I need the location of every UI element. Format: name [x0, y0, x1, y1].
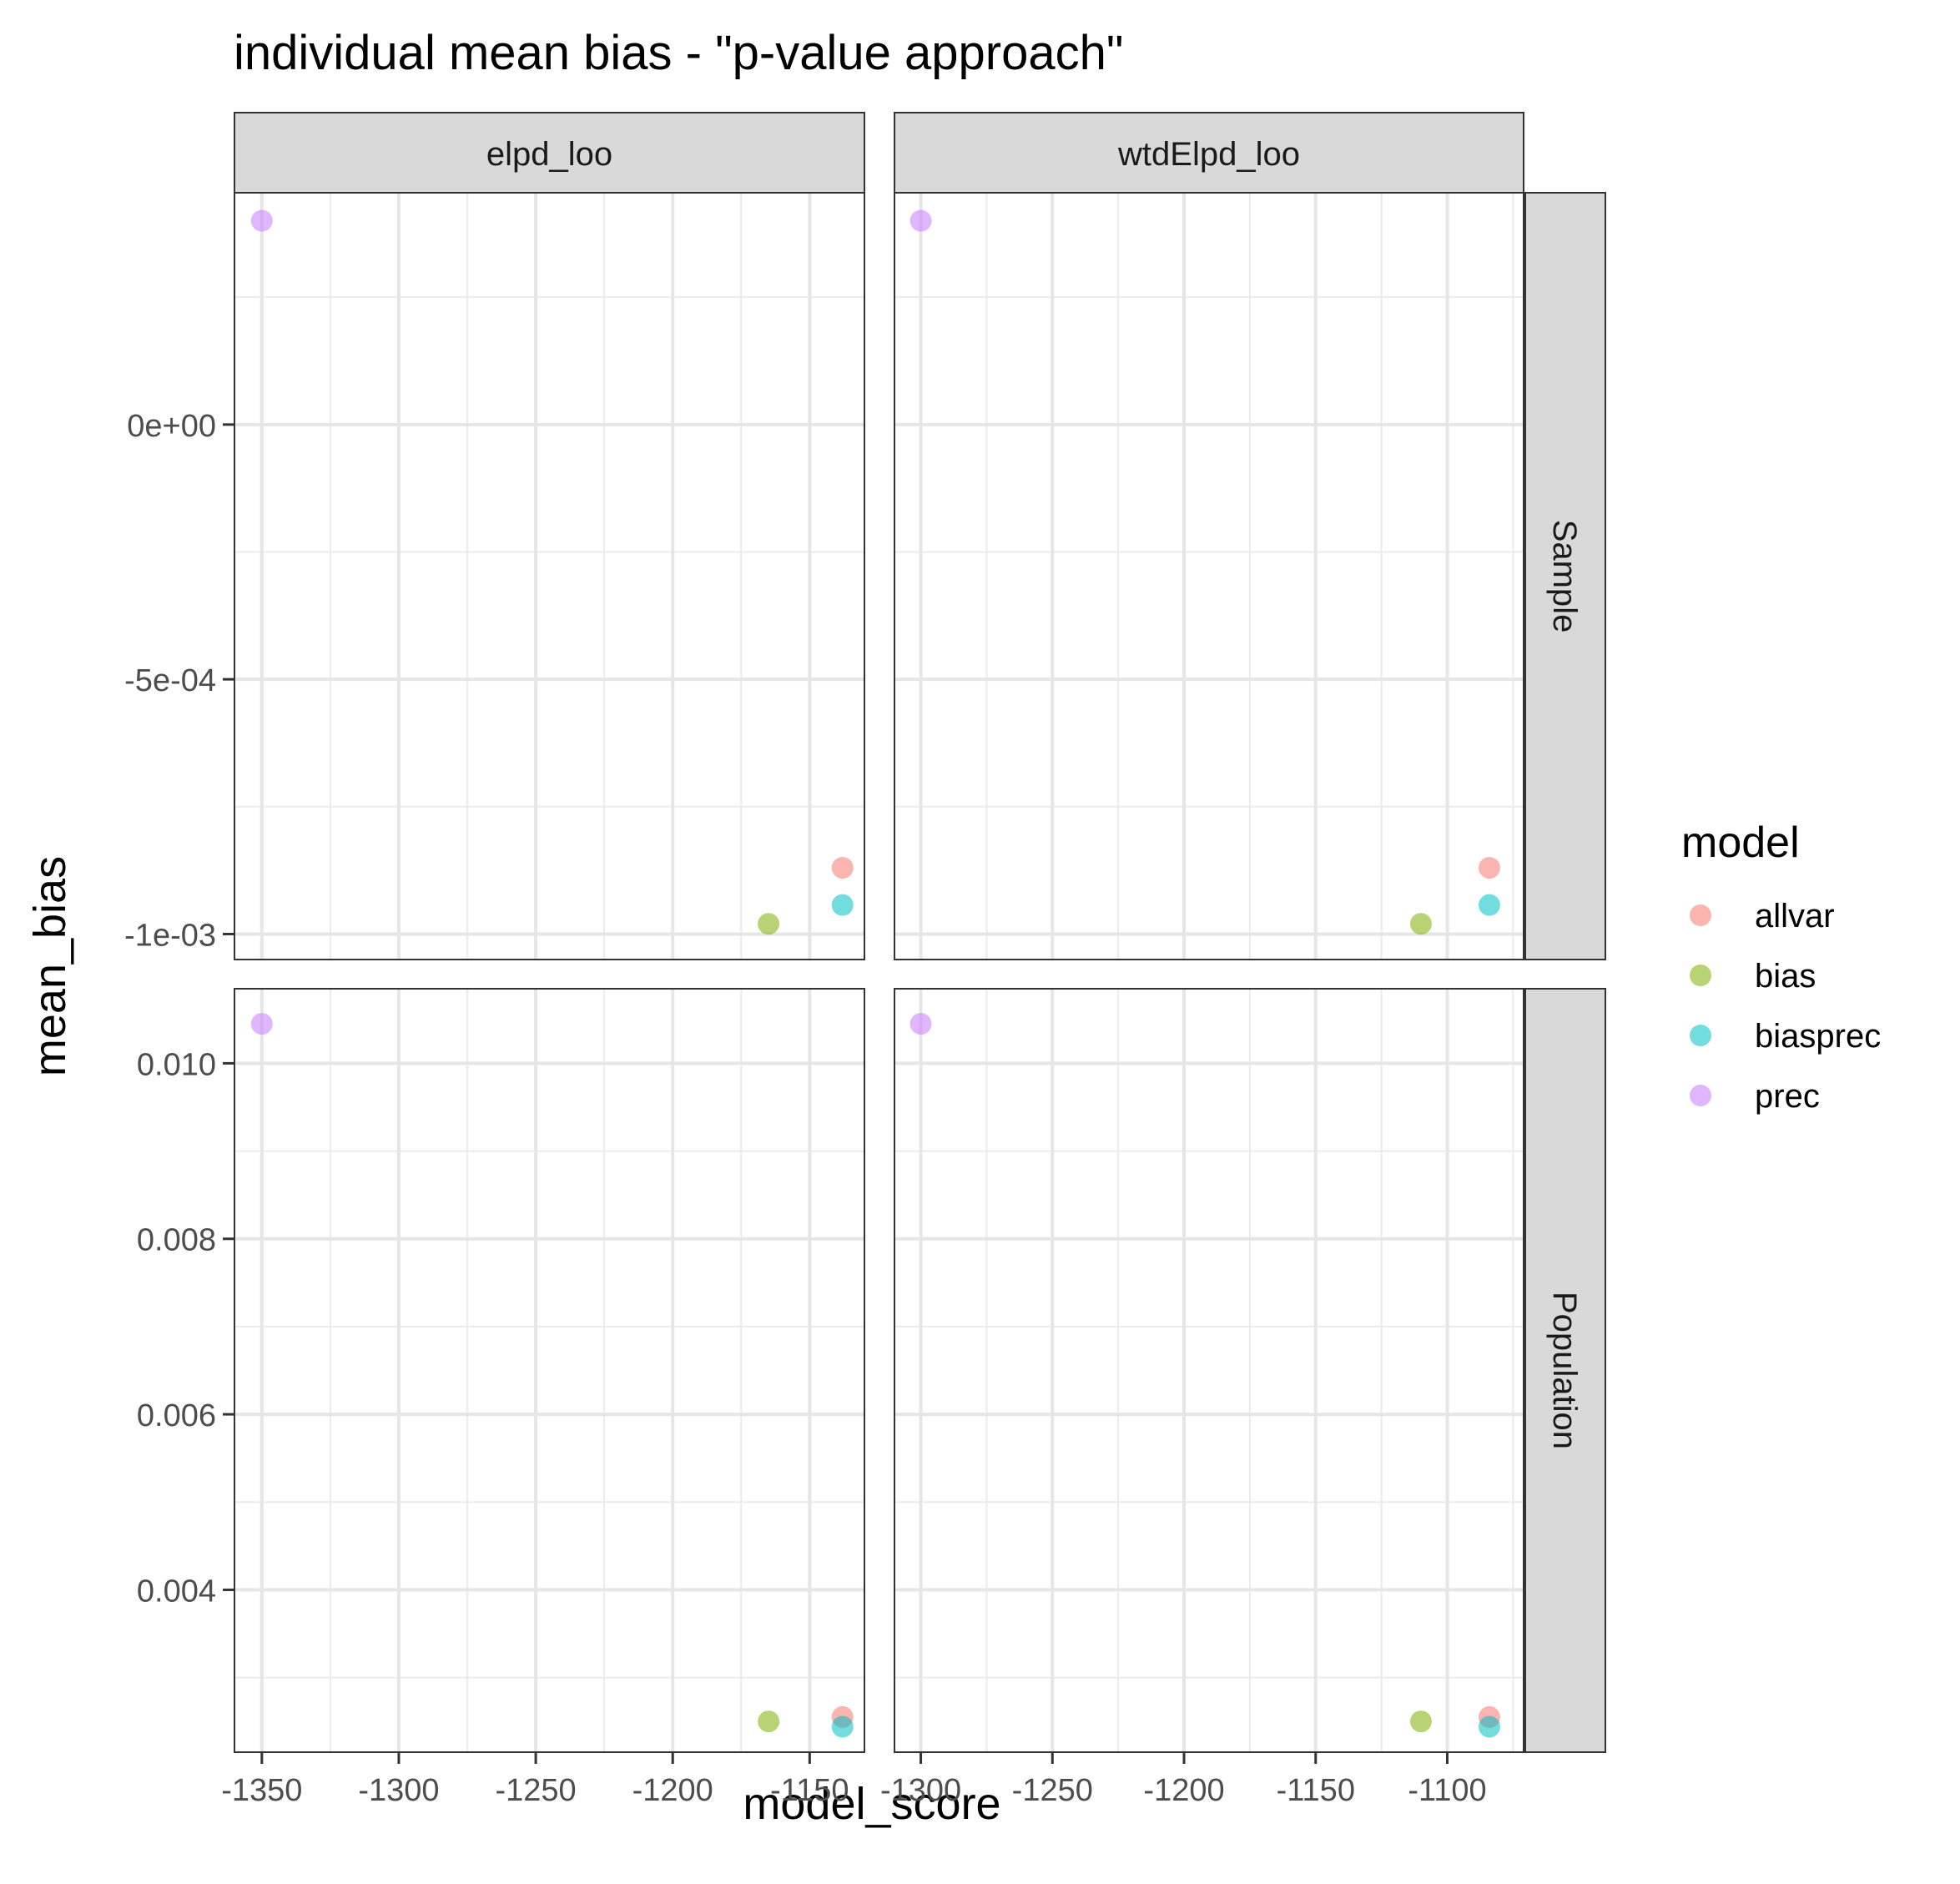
x-tick-label: -1300 [880, 1773, 961, 1808]
data-point-prec [250, 209, 273, 232]
x-tick-label: -1300 [358, 1773, 439, 1808]
x-tick-label: -1200 [632, 1773, 713, 1808]
data-point-biasprec [831, 894, 854, 916]
facet-strip-label: Sample [1546, 520, 1583, 633]
data-point-bias [758, 913, 780, 935]
y-tick-label: 0.010 [137, 1047, 216, 1082]
data-point-bias [1409, 913, 1432, 935]
data-point-prec [909, 209, 932, 232]
x-tick-label: -1250 [495, 1773, 576, 1808]
data-point-biasprec [1478, 894, 1500, 916]
x-tick-label: -1200 [1143, 1773, 1224, 1808]
panel-background [234, 989, 864, 1752]
panel-background [894, 989, 1524, 1752]
legend-title: model [1681, 819, 1800, 867]
x-tick-label: -1350 [221, 1773, 302, 1808]
facet-strip-label: Population [1546, 1292, 1583, 1449]
x-tick-label: -1100 [1408, 1773, 1486, 1808]
legend: model allvar bias biasprec prec [1681, 819, 1881, 1115]
facet-strip-label: wtdElpd_loo [1117, 136, 1300, 173]
y-tick-label: 0.004 [137, 1574, 216, 1609]
data-point-prec [909, 1013, 932, 1035]
facet-strip-row [1524, 192, 1606, 960]
data-point-allvar [1478, 857, 1500, 879]
x-axis-title: model_score [743, 1779, 1000, 1829]
y-tick-label: -5e-04 [124, 663, 216, 698]
legend-key-biasprec [1690, 1025, 1711, 1046]
data-point-biasprec [1478, 1715, 1500, 1738]
x-tick-label: -1150 [770, 1773, 849, 1808]
legend-label: biasprec [1755, 1018, 1881, 1055]
legend-label: allvar [1755, 898, 1835, 934]
y-axis-title: mean_bias [25, 856, 75, 1076]
y-tick-label: 0e+00 [127, 409, 216, 444]
panel-border [894, 988, 1524, 1753]
data-point-biasprec [831, 1715, 854, 1738]
facet-strip-label: elpd_loo [486, 136, 612, 173]
y-tick-label: 0.006 [137, 1398, 216, 1433]
data-point-bias [1409, 1710, 1432, 1733]
y-tick-label: -1e-03 [124, 918, 216, 953]
facet-strip-column [234, 112, 865, 194]
y-tick-label: 0.008 [137, 1223, 216, 1258]
facet-panels: elpd_loo wtdElpd_loo Sample Population 0e+00… [124, 112, 1606, 1808]
legend-label: prec [1755, 1078, 1820, 1115]
data-point-allvar [831, 857, 854, 879]
data-point-bias [758, 1710, 780, 1733]
x-tick-label: -1150 [1277, 1773, 1355, 1808]
data-point-prec [250, 1013, 273, 1035]
panel-background [894, 193, 1524, 960]
panel-border [234, 988, 865, 1753]
legend-key-allvar [1690, 904, 1711, 926]
chart-title: individual mean bias - "p-value approach… [234, 26, 1123, 80]
panel-background [234, 193, 864, 960]
legend-key-prec [1690, 1085, 1711, 1106]
x-tick-label: -1250 [1012, 1773, 1093, 1808]
facet-strip-row [1524, 988, 1606, 1753]
legend-label: bias [1755, 958, 1816, 995]
legend-key-bias [1690, 965, 1711, 986]
facet-strip-column [894, 112, 1524, 194]
